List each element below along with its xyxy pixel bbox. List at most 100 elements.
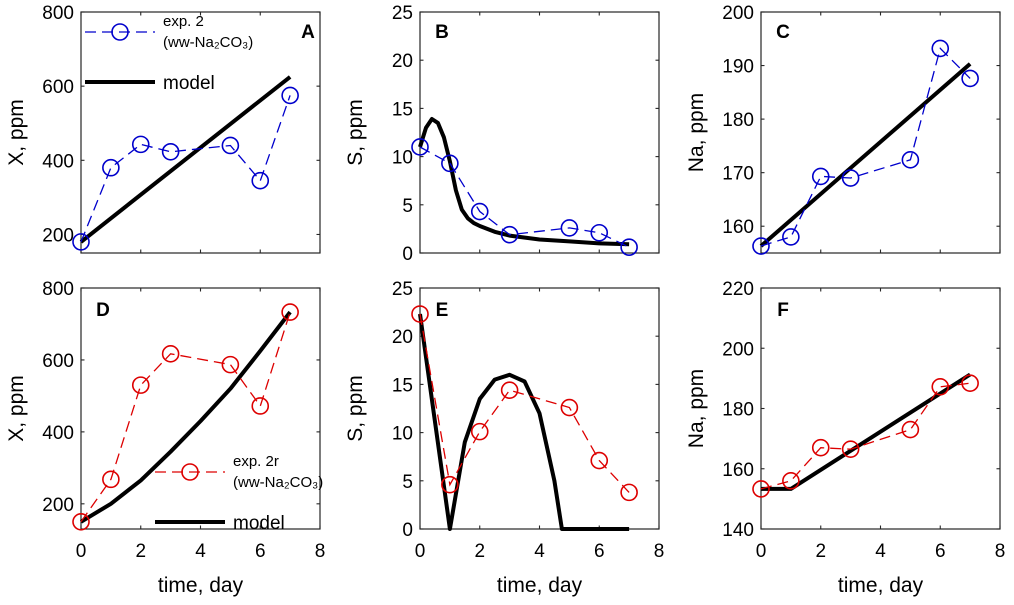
data-point [411, 138, 429, 156]
panel-label: C [776, 22, 790, 43]
data-point [251, 397, 270, 415]
y-axis-label: S, ppm [344, 99, 367, 166]
model-line [759, 62, 972, 248]
data-point [470, 202, 489, 221]
model-line [79, 310, 292, 524]
experiment-line [760, 382, 971, 490]
data-point [102, 158, 120, 177]
x-axis-label: time, day [497, 574, 583, 597]
legend-experiment-label: (ww-Na₂CO₃) [233, 474, 323, 491]
y-tick-label: 220 [722, 279, 754, 300]
x-tick-label: 6 [255, 541, 266, 562]
y-tick-label: 15 [392, 99, 413, 120]
data-point [441, 154, 459, 173]
y-tick-label: 5 [402, 472, 413, 493]
data-point [470, 422, 489, 441]
data-point [221, 136, 240, 155]
data-point [72, 233, 90, 251]
x-tick-label: 2 [135, 541, 146, 562]
y-tick-label: 0 [402, 244, 413, 265]
y-tick-label: 140 [722, 520, 754, 541]
model-line [418, 313, 630, 531]
model-line [79, 75, 292, 244]
data-point [931, 39, 950, 58]
legend-experiment-marker [111, 23, 129, 41]
panel-label: F [777, 300, 789, 321]
y-tick-label: 25 [392, 279, 413, 300]
data-point [782, 471, 800, 490]
data-point [811, 167, 830, 186]
experiment-line [419, 146, 630, 248]
y-tick-label: 160 [722, 217, 754, 238]
x-tick-label: 6 [935, 541, 946, 562]
panel-b: 0 5 10 15 20 25 S, ppm B [344, 3, 660, 265]
y-tick-label: 20 [392, 51, 413, 72]
legend-experiment-marker [181, 463, 199, 481]
y-axis-label: S, ppm [344, 375, 367, 442]
data-point [72, 513, 90, 531]
legend-experiment-label: (ww-Na₂CO₃) [163, 34, 253, 51]
y-tick-label: 10 [392, 424, 413, 445]
data-point [161, 142, 180, 161]
data-point [161, 345, 180, 363]
y-tick-label: 600 [42, 77, 74, 98]
experiment-line [419, 313, 630, 493]
y-tick-label: 5 [402, 196, 413, 217]
data-point [500, 381, 519, 399]
x-tick-label: 8 [315, 541, 326, 562]
panel-label: E [436, 300, 449, 321]
experiment-line [760, 47, 971, 247]
legend-experiment-label: exp. 2 [163, 13, 204, 30]
y-tick-label: 200 [722, 339, 754, 360]
y-tick-label: 400 [42, 151, 74, 172]
data-point [281, 303, 299, 321]
panel-label: D [96, 300, 110, 321]
data-point [131, 135, 150, 154]
panel-label: B [435, 22, 449, 43]
data-point [221, 355, 240, 374]
data-point [811, 438, 830, 457]
x-tick-label: 8 [995, 541, 1006, 562]
legend: exp. 2r (ww-Na₂CO₃) model [155, 453, 323, 534]
y-tick-label: 15 [392, 375, 413, 396]
panel-e: 0 5 10 15 20 25 0 2 4 6 8 S, ppm time, day E [344, 279, 664, 597]
data-point [590, 223, 609, 242]
legend-model-label: model [233, 513, 285, 534]
legend-experiment-label: exp. 2r [233, 453, 279, 470]
x-tick-label: 2 [815, 541, 826, 562]
y-tick-label: 200 [722, 3, 754, 24]
data-point [752, 237, 770, 255]
y-tick-label: 170 [722, 164, 754, 185]
y-tick-label: 200 [42, 225, 74, 246]
y-tick-label: 190 [722, 57, 754, 78]
x-tick-label: 2 [474, 541, 485, 562]
x-axis-label: time, day [838, 574, 924, 597]
y-tick-label: 160 [722, 460, 754, 481]
data-point [620, 238, 638, 257]
y-tick-label: 180 [722, 110, 754, 131]
y-tick-label: 180 [722, 400, 754, 421]
data-point [560, 398, 579, 417]
legend: exp. 2 (ww-Na₂CO₃) model [85, 13, 253, 94]
y-tick-label: 0 [402, 520, 413, 541]
legend-model-label: model [163, 73, 215, 94]
data-point [901, 151, 920, 169]
data-point [901, 420, 920, 439]
experiment-line [80, 95, 291, 243]
model-line [761, 372, 972, 491]
axes-frame [760, 287, 1001, 530]
y-axis-label: Na, ppm [685, 93, 708, 172]
y-tick-label: 10 [392, 148, 413, 169]
y-tick-label: 20 [392, 327, 413, 348]
data-point [841, 169, 860, 187]
panel-label: A [301, 22, 315, 43]
y-tick-label: 25 [392, 3, 413, 24]
x-tick-label: 4 [875, 541, 886, 562]
axes-frame [419, 11, 660, 254]
x-tick-label: 4 [195, 541, 206, 562]
data-point [102, 470, 120, 489]
data-point [841, 440, 860, 458]
x-tick-label: 0 [415, 541, 426, 562]
